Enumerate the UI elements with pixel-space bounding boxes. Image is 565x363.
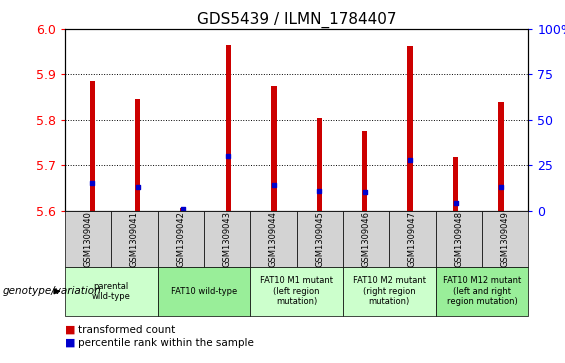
Title: GDS5439 / ILMN_1784407: GDS5439 / ILMN_1784407 [197,12,397,28]
Text: GSM1309049: GSM1309049 [501,211,510,266]
Bar [362,131,367,211]
Text: GSM1309042: GSM1309042 [176,211,185,266]
Point [88,180,97,186]
Point [497,184,506,190]
Point [133,184,142,190]
Text: GSM1309045: GSM1309045 [315,211,324,266]
Text: genotype/variation: genotype/variation [3,286,102,296]
Point [360,189,370,195]
Point [270,182,279,188]
Bar [453,157,458,211]
Text: ■: ■ [65,325,76,335]
Text: FAT10 wild-type: FAT10 wild-type [171,287,237,296]
Bar [498,102,504,211]
Text: FAT10 M12 mutant
(left and right
region mutation): FAT10 M12 mutant (left and right region … [443,276,521,306]
Text: GSM1309046: GSM1309046 [362,211,371,267]
Text: transformed count: transformed count [78,325,175,335]
Text: GSM1309047: GSM1309047 [408,211,417,267]
Point [451,200,460,206]
Bar [135,99,140,211]
Text: GSM1309041: GSM1309041 [130,211,139,266]
Text: parental
wild-type: parental wild-type [92,282,131,301]
Text: GSM1309048: GSM1309048 [454,211,463,267]
Text: GSM1309043: GSM1309043 [223,211,232,267]
Bar [407,46,413,211]
Bar [316,118,322,211]
Point [315,188,324,193]
Text: FAT10 M2 mutant
(right region
mutation): FAT10 M2 mutant (right region mutation) [353,276,426,306]
Bar [226,45,231,211]
Point [179,206,188,212]
Text: percentile rank within the sample: percentile rank within the sample [78,338,254,348]
Bar [180,208,186,211]
Point [224,153,233,159]
Text: ■: ■ [65,338,76,348]
Text: FAT10 M1 mutant
(left region
mutation): FAT10 M1 mutant (left region mutation) [260,276,333,306]
Text: GSM1309044: GSM1309044 [269,211,278,266]
Bar [271,86,277,211]
Point [406,157,415,163]
Bar [89,81,95,211]
Text: GSM1309040: GSM1309040 [84,211,93,266]
